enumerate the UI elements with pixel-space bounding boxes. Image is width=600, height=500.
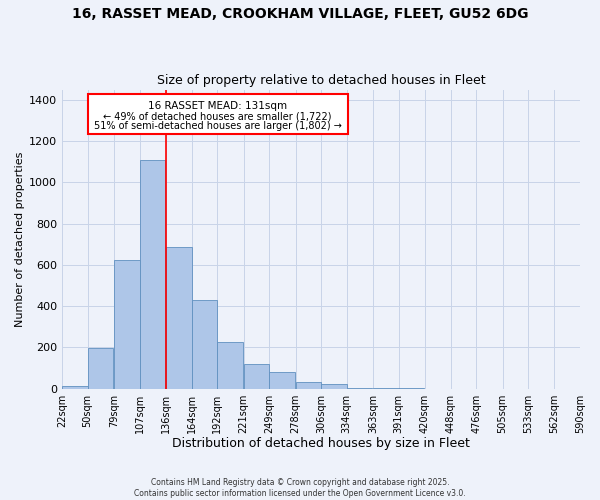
Bar <box>217 342 242 388</box>
Text: ← 49% of detached houses are smaller (1,722): ← 49% of detached houses are smaller (1,… <box>103 112 332 122</box>
Bar <box>296 382 321 388</box>
Bar <box>269 372 295 388</box>
Text: 51% of semi-detached houses are larger (1,802) →: 51% of semi-detached houses are larger (… <box>94 121 341 131</box>
Bar <box>88 348 113 389</box>
Bar <box>244 364 269 388</box>
Title: Size of property relative to detached houses in Fleet: Size of property relative to detached ho… <box>157 74 485 87</box>
Bar <box>114 260 140 388</box>
Bar <box>140 160 165 388</box>
Y-axis label: Number of detached properties: Number of detached properties <box>15 152 25 327</box>
Text: Contains HM Land Registry data © Crown copyright and database right 2025.
Contai: Contains HM Land Registry data © Crown c… <box>134 478 466 498</box>
Text: 16 RASSET MEAD: 131sqm: 16 RASSET MEAD: 131sqm <box>148 101 287 111</box>
Bar <box>88 94 347 134</box>
X-axis label: Distribution of detached houses by size in Fleet: Distribution of detached houses by size … <box>172 437 470 450</box>
Bar <box>62 386 88 388</box>
Bar <box>321 384 347 388</box>
Text: 16, RASSET MEAD, CROOKHAM VILLAGE, FLEET, GU52 6DG: 16, RASSET MEAD, CROOKHAM VILLAGE, FLEET… <box>72 8 528 22</box>
Bar <box>191 300 217 388</box>
Bar <box>166 248 191 388</box>
